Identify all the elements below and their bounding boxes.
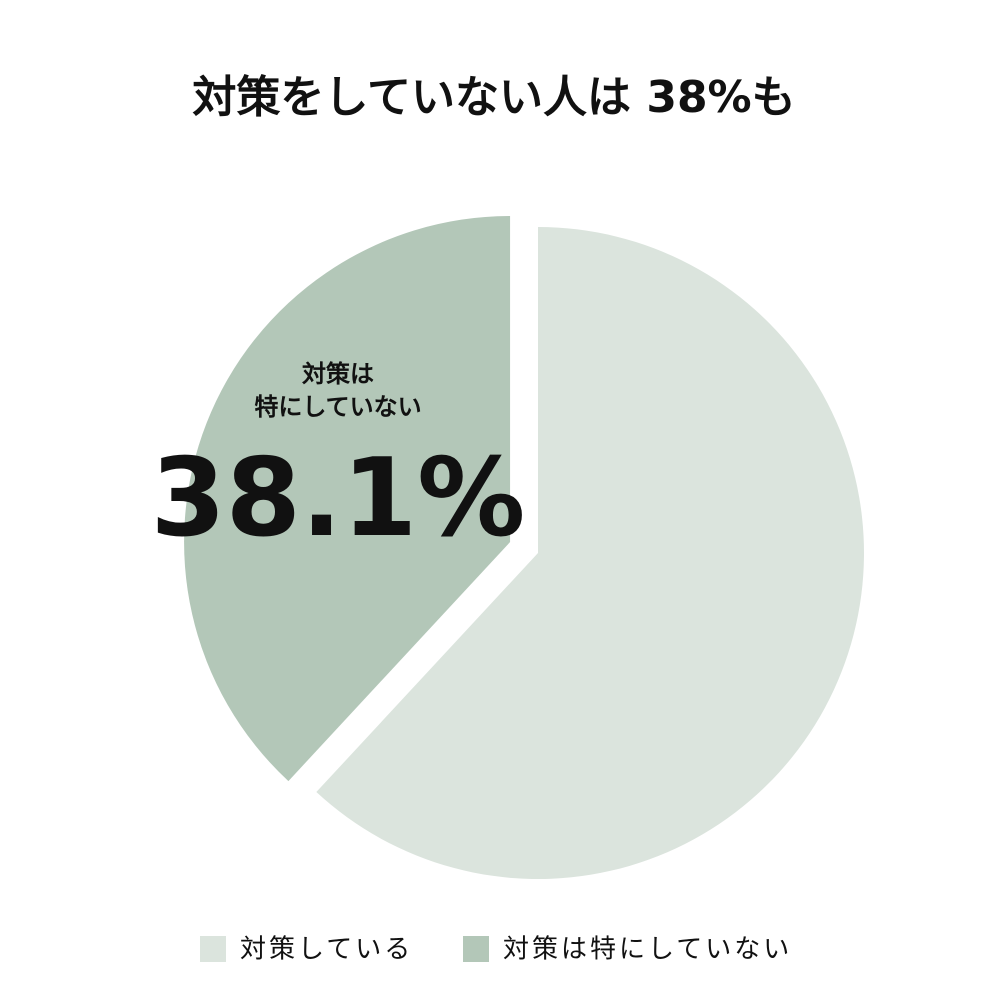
chart-title: 対策をしていない人は 38%も: [192, 72, 795, 123]
slice-annotation: 特にしていない: [254, 393, 421, 421]
legend-label: 対策は特にしていない: [503, 935, 792, 965]
pie-slice: [184, 216, 511, 782]
value-label: 38.1%: [151, 436, 526, 561]
legend-swatch: [463, 936, 489, 962]
legend-swatch: [200, 936, 226, 962]
slice-annotation: 対策は: [302, 360, 374, 388]
legend-label: 対策している: [240, 935, 413, 965]
pie-slice: [316, 227, 865, 879]
